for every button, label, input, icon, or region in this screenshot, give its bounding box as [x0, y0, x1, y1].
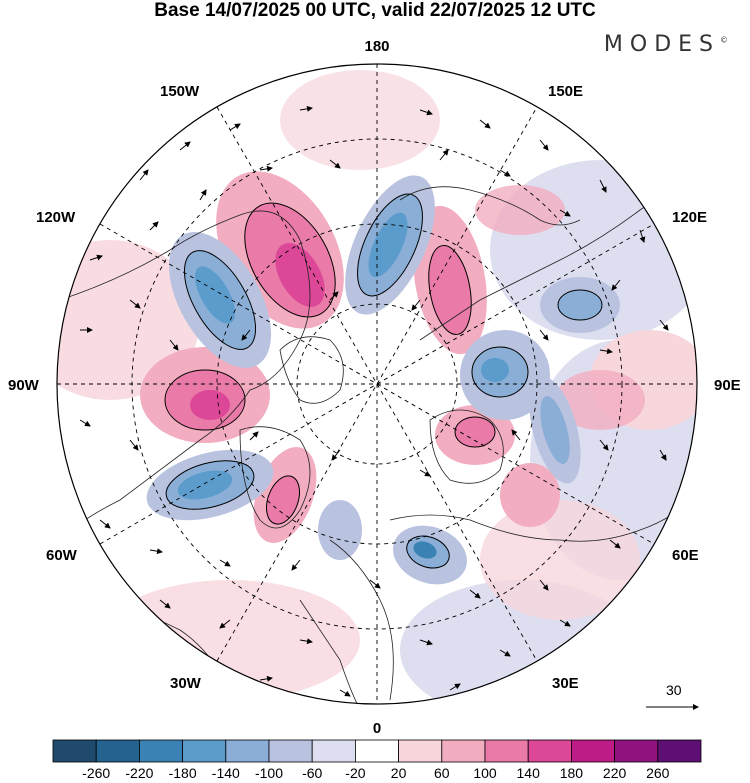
colorbar-tick-label: 180: [560, 765, 584, 781]
colorbar-tick-label: 100: [473, 765, 497, 781]
colorbar-swatch: [95, 739, 140, 763]
lon-label-90e: 90E: [714, 377, 741, 394]
colorbar: -260 -220 -180 -140 -100 -60 -20 20 60 100 140 180 2…: [52, 739, 702, 781]
colorbar-swatch: [182, 739, 227, 763]
colorbar-tick-label: 220: [603, 765, 627, 781]
lon-label-60e: 60E: [672, 547, 699, 564]
colorbar-tick-label: -60: [302, 765, 322, 781]
colorbar-swatch: [657, 739, 702, 763]
colorbar-tick-label: -20: [345, 765, 365, 781]
colorbar-tick-label: 260: [646, 765, 670, 781]
colorbar-swatch: [268, 739, 313, 763]
lon-label-150e: 150E: [548, 83, 583, 100]
colorbar-swatch: [138, 739, 183, 763]
map-disk: [57, 64, 697, 704]
colorbar-swatch: [614, 739, 659, 763]
colorbar-tick-label: 140: [517, 765, 541, 781]
wind-reference: 30: [646, 682, 699, 710]
lon-label-0: 0: [373, 720, 381, 737]
map-title: Base 14/07/2025 00 UTC, valid 22/07/2025…: [154, 0, 596, 21]
colorbar-swatch: [311, 739, 356, 763]
brand-name: MODES: [603, 32, 720, 57]
contours: [164, 193, 603, 569]
lon-label-60w: 60W: [46, 547, 78, 564]
lon-label-30e: 30E: [552, 675, 579, 692]
anomaly-field: [57, 70, 697, 704]
lon-label-120e: 120E: [672, 209, 707, 226]
wind-reference-label: 30: [666, 682, 682, 698]
modes-logo: MODES©: [604, 32, 728, 57]
map-border: [56, 63, 698, 705]
colorbar-swatch: [484, 739, 529, 763]
colorbar-swatch: [527, 739, 572, 763]
lon-label-150w: 150W: [160, 83, 200, 100]
colorbar-swatch: [225, 739, 270, 763]
brand-mark: ©: [720, 35, 728, 45]
lon-label-90w: 90W: [8, 377, 40, 394]
colorbar-swatch: [354, 739, 399, 763]
longitude-labels: 180 0 90W 90E 150W 120W 150E 120E 60W 30…: [8, 38, 741, 737]
graticule: [57, 64, 697, 704]
colorbar-swatch: [441, 739, 486, 763]
colorbar-tick-label: -220: [125, 765, 153, 781]
lon-label-30w: 30W: [170, 675, 202, 692]
colorbar-swatch: [398, 739, 443, 763]
colorbar-tick-label: -100: [255, 765, 283, 781]
colorbar-tick-label: -260: [82, 765, 110, 781]
colorbar-tick-label: -140: [212, 765, 240, 781]
colorbar-tick-label: -180: [169, 765, 197, 781]
colorbar-tick-label: 20: [391, 765, 407, 781]
lon-label-120w: 120W: [36, 209, 76, 226]
wind-vectors: [79, 105, 669, 697]
colorbar-swatch: [571, 739, 616, 763]
colorbar-tick-label: 60: [434, 765, 450, 781]
lon-label-180: 180: [364, 38, 389, 55]
colorbar-swatch: [52, 739, 97, 763]
